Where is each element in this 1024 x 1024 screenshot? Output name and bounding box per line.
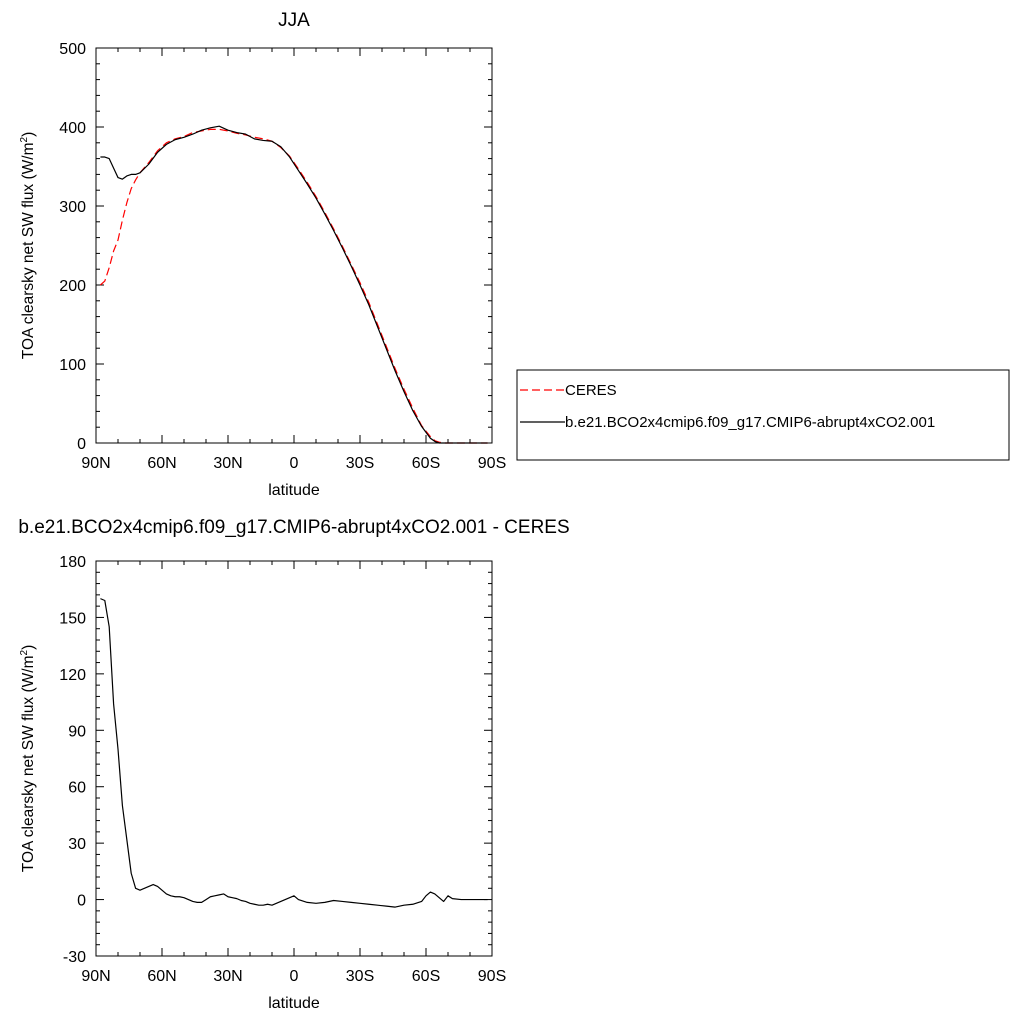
series-line-1 [100,598,488,908]
plot-frame [95,47,493,444]
x-tick-label: 0 [290,455,299,472]
y-tick-label: 100 [59,357,86,374]
x-tick-label: 0 [290,968,299,985]
y-tick-label: 60 [68,780,86,797]
x-tick-label: 90N [81,455,110,472]
y-tick-label: 120 [59,667,86,684]
x-tick-label: 60S [412,455,440,472]
chart-jja: JJA 90N 60N 30N 0 30S 60S 90S 0 100 200 300 400 500 la… [19,10,506,499]
legend: CERES b.e21.BCO2x4cmip6.f09_g17.CMIP6-abr… [516,369,1010,461]
y-tick-label: 500 [59,41,86,58]
y-axis-label-superscript: 2 [19,136,30,142]
chart-title: b.e21.BCO2x4cmip6.f09_g17.CMIP6-abrupt4x… [18,517,569,538]
y-axis-label: TOA clearsky net SW flux (W/m2) [19,645,37,873]
y-tick-label: 180 [59,554,86,571]
x-tick-label: 30N [213,968,242,985]
x-axis-label: latitude [268,482,320,499]
x-tick-label: 30S [346,455,374,472]
y-axis-label-close: ) [20,132,37,137]
x-tick-label: 30S [346,968,374,985]
series-line-1 [99,128,488,444]
y-tick-label: 300 [59,199,86,216]
y-tick-label: 400 [59,120,86,137]
y-tick-label: 200 [59,278,86,295]
y-tick-label: 0 [77,436,86,453]
x-tick-label: 90S [478,968,506,985]
chart-title: JJA [278,10,310,31]
y-axis-label: TOA clearsky net SW flux (W/m2) [19,132,37,360]
legend-box [516,369,1010,461]
chart-difference: b.e21.BCO2x4cmip6.f09_g17.CMIP6-abrupt4x… [18,517,569,1012]
y-tick-label: 90 [68,723,86,740]
x-tick-label: 60N [147,968,176,985]
legend-label: b.e21.BCO2x4cmip6.f09_g17.CMIP6-abrupt4x… [565,414,935,431]
y-tick-label: 150 [59,610,86,627]
x-tick-label: 30N [213,455,242,472]
plot-frame [95,560,493,957]
y-axis-label-main: TOA clearsky net SW flux (W/m [20,655,37,872]
series-line-2 [100,125,488,444]
y-tick-label: 30 [68,836,86,853]
y-tick-label: -30 [63,949,86,966]
y-axis-label-superscript: 2 [19,649,30,655]
y-axis-label-main: TOA clearsky net SW flux (W/m [20,142,37,359]
x-tick-label: 90S [478,455,506,472]
x-tick-label: 60S [412,968,440,985]
y-tick-label: 0 [77,893,86,910]
legend-label: CERES [565,382,617,399]
x-axis-label: latitude [268,995,320,1012]
y-axis-label-close: ) [20,645,37,650]
x-tick-label: 60N [147,455,176,472]
x-tick-label: 90N [81,968,110,985]
